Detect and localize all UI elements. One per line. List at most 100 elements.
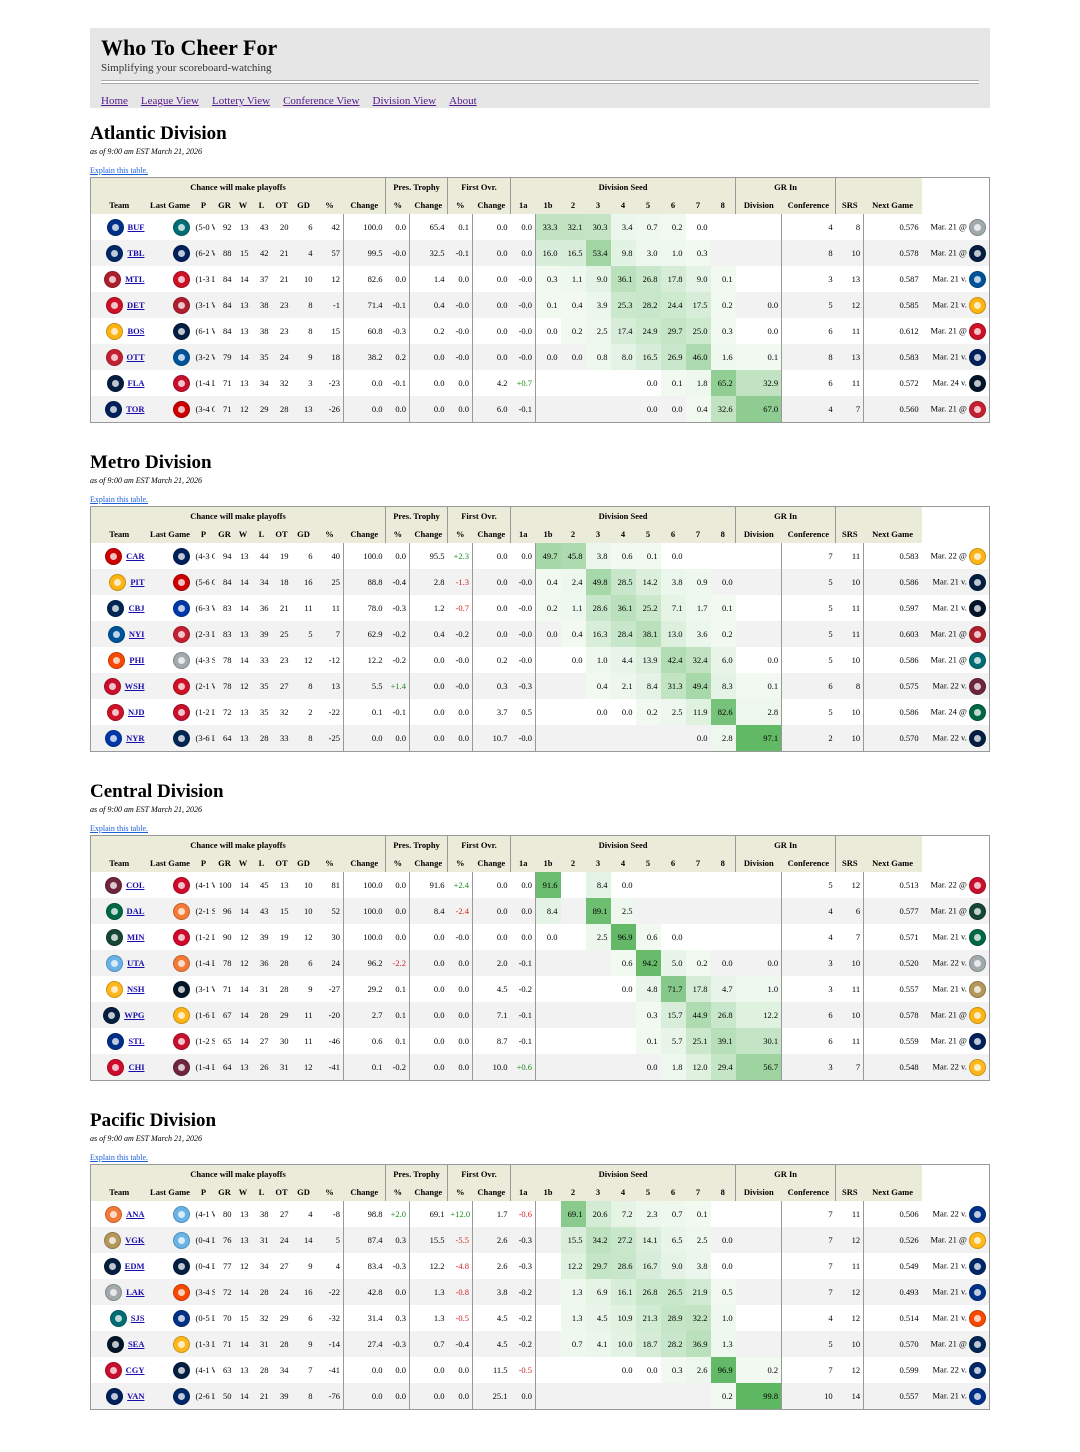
pres-trophy-pct: 15.5 <box>408 1227 448 1253</box>
division-seed-cell: 2.5 <box>685 1227 711 1253</box>
division-seed-cell <box>686 543 711 569</box>
team-link[interactable]: NSH <box>127 984 145 994</box>
team-link[interactable]: OTT <box>126 352 145 362</box>
group-header-blank <box>835 835 922 854</box>
srs-value: 0.493 <box>863 1279 922 1305</box>
team-link[interactable]: TBL <box>127 248 145 258</box>
division-seed-cell: 0.8 <box>585 344 611 370</box>
team-link[interactable]: NYI <box>128 629 145 639</box>
stat-l: 20 <box>280 222 289 232</box>
stat-p: 71 <box>223 378 232 388</box>
division-seed-cell <box>686 924 711 950</box>
first-overall-change: 0.5 <box>521 707 533 717</box>
explain-table-link[interactable]: Explain this table. <box>90 166 148 175</box>
team-link[interactable]: DAL <box>126 906 145 916</box>
team-link[interactable]: LAK <box>126 1287 145 1297</box>
team-link[interactable]: NYR <box>126 733 145 743</box>
lak-logo-icon <box>969 954 986 972</box>
stat-gr: 14 <box>240 1036 249 1046</box>
last-game-cell <box>148 595 193 621</box>
stat-gd: -22 <box>315 1279 344 1305</box>
cbj-logo-icon <box>172 729 190 747</box>
team-link[interactable]: WPG <box>124 1010 145 1020</box>
gr-in-conference: 10 <box>851 707 861 717</box>
first-overall-change: +0.7 <box>516 378 533 388</box>
team-link[interactable]: TOR <box>126 404 145 414</box>
team-link[interactable]: BOS <box>127 326 145 336</box>
stat-w: 38 <box>260 326 269 336</box>
nav-conference-view-link[interactable]: Conference View <box>283 95 360 107</box>
next-game-date: Mar. 24 @ <box>930 705 967 716</box>
standings-table: Chance will make playoffs Pres. Trophy Fir… <box>90 835 990 1081</box>
nav-division-view-link[interactable]: Division View <box>372 95 437 107</box>
column-header: Last Game <box>147 525 193 543</box>
team-link[interactable]: CGY <box>125 1365 145 1375</box>
team-link[interactable]: PIT <box>130 577 145 587</box>
pres-trophy-change: -1.3 <box>447 569 473 595</box>
explain-table-link[interactable]: Explain this table. <box>90 1153 148 1162</box>
team-link[interactable]: ANA <box>126 1209 145 1219</box>
stat-ot: 10 <box>304 880 313 890</box>
team-link[interactable]: DET <box>127 300 145 310</box>
stat-w: 31 <box>260 984 269 994</box>
team-link[interactable]: MTL <box>125 274 145 284</box>
nav-about-link[interactable]: About <box>449 95 477 107</box>
column-header: 6 <box>660 854 686 872</box>
stat-w: 36 <box>251 950 272 976</box>
team-link[interactable]: CAR <box>126 551 145 561</box>
last-game-cell <box>147 1227 193 1253</box>
stat-ot: 8 <box>291 725 316 752</box>
division-seed-cell: 0.0 <box>571 655 583 665</box>
stat-l: 28 <box>271 950 292 976</box>
stat-w: 35 <box>251 344 272 370</box>
stat-w: 28 <box>251 725 272 752</box>
team-link[interactable]: STL <box>128 1036 145 1046</box>
team-link[interactable]: COL <box>126 880 145 890</box>
team-link[interactable]: CBJ <box>128 603 145 613</box>
stat-l: 34 <box>280 1365 289 1375</box>
first-overall-pct: 4.2 <box>472 370 511 396</box>
team-link[interactable]: FLA <box>127 378 145 388</box>
explain-table-link[interactable]: Explain this table. <box>90 495 148 504</box>
division-seed-cell: 8.3 <box>710 673 736 699</box>
group-header: Pres. Trophy <box>384 1164 448 1183</box>
next-game-cell: Mar. 22 v. <box>921 1054 990 1081</box>
team-link[interactable]: WSH <box>124 681 145 691</box>
last-game-result: (4-3 OTW) <box>195 551 215 561</box>
team-link[interactable]: VAN <box>127 1391 145 1401</box>
stat-gr: 12 <box>240 932 249 942</box>
division-seed-cell: 12.2 <box>560 1253 586 1279</box>
stat-p: 71 <box>214 396 235 423</box>
team-link[interactable]: SJS <box>130 1313 145 1323</box>
nav-lottery-view-link[interactable]: Lottery View <box>211 95 271 107</box>
lak-logo-icon <box>172 651 190 669</box>
division-seed-cell: 0.4 <box>685 396 711 423</box>
division-seed-cell: 0.0 <box>685 725 711 752</box>
division-seed-cell: 24.9 <box>635 318 661 344</box>
team-link[interactable]: SEA <box>127 1339 145 1349</box>
team-link[interactable]: NJD <box>127 707 145 717</box>
team-link[interactable]: MIN <box>127 932 145 942</box>
nav-league-view-link[interactable]: League View <box>140 95 199 107</box>
column-header: SRS <box>835 854 864 872</box>
division-seed-cell: 28.6 <box>585 595 611 621</box>
nav-home-link[interactable]: Home <box>101 95 128 107</box>
team-link[interactable]: VGK <box>125 1235 145 1245</box>
team-link[interactable]: UTA <box>127 958 145 968</box>
team-link[interactable]: CHI <box>128 1062 145 1072</box>
team-link[interactable]: BUF <box>127 222 145 232</box>
group-header: Chance will make playoffs <box>90 177 386 196</box>
team-link[interactable]: PHI <box>129 655 145 665</box>
column-header: GR <box>214 196 235 214</box>
explain-table-link[interactable]: Explain this table. <box>90 824 148 833</box>
next-game-date: Mar. 21 v. <box>932 272 967 283</box>
pres-trophy-change: -0.0 <box>455 326 470 336</box>
division-seed-cell <box>560 396 586 423</box>
pres-trophy-pct: 0.0 <box>408 647 448 673</box>
srs-value: 0.526 <box>863 1227 922 1253</box>
team-row: LAK(3-4 SOL)7214282416-2242.80.01.3-0.83… <box>90 1279 990 1305</box>
team-link[interactable]: EDM <box>124 1261 145 1271</box>
bos-logo-icon <box>969 296 986 314</box>
column-header: % <box>447 854 473 872</box>
division-seed-cell: 9.0 <box>660 1253 686 1279</box>
